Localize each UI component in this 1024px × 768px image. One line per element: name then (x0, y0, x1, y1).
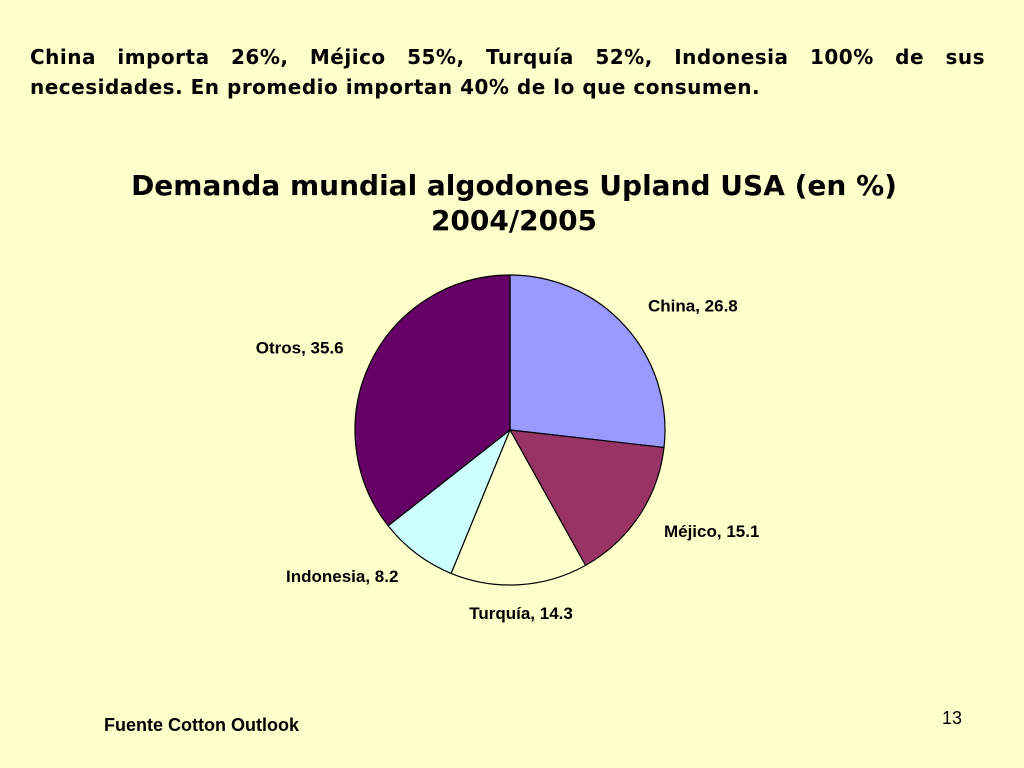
data-label: China, 26.8 (648, 296, 738, 315)
data-label: Turquía, 14.3 (469, 604, 573, 623)
chart-title: Demanda mundial algodones Upland USA (en… (131, 169, 897, 202)
data-label: Indonesia, 8.2 (286, 567, 398, 586)
data-label: Méjico, 15.1 (664, 522, 759, 541)
pie-slice (508, 429, 665, 567)
chart-subtitle: 2004/2005 (431, 204, 597, 237)
data-label: Otros, 35.6 (256, 339, 344, 358)
header-text: China importa 26%, Méjico 55%, Turquía 5… (30, 45, 985, 99)
pie-slice (354, 274, 511, 527)
pie-slice (509, 274, 666, 449)
source-note: Fuente Cotton Outlook (104, 715, 300, 735)
pie-slice (450, 428, 587, 586)
page-number: 13 (942, 708, 962, 728)
